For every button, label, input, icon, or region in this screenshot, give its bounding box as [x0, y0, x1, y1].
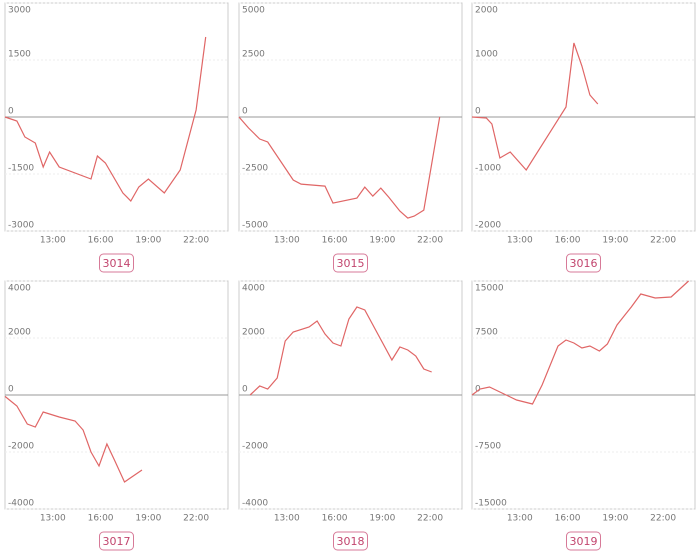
x-tick-label: 19:00: [369, 514, 395, 524]
y-tick-label: 15000: [475, 284, 504, 294]
x-tick-label: 22:00: [417, 236, 443, 246]
y-tick-label: 7500: [475, 328, 498, 338]
y-tick-label: -2500: [242, 164, 268, 174]
x-tick-label: 19:00: [602, 236, 628, 246]
y-tick-label: -1000: [475, 164, 501, 174]
x-tick-label: 13:00: [40, 236, 66, 246]
title-badge: [99, 253, 134, 273]
x-tick-label: 16:00: [322, 236, 348, 246]
x-tick-label: 19:00: [369, 236, 395, 246]
x-tick-label: 16:00: [555, 236, 581, 246]
data-line: [238, 116, 441, 219]
y-tick-label: -3000: [8, 221, 34, 231]
y-tick-label: 2500: [242, 50, 265, 60]
y-tick-label: -2000: [242, 442, 268, 452]
y-tick-label: -5000: [242, 221, 268, 231]
chart-title: 3017: [103, 535, 131, 548]
data-line: [4, 395, 143, 483]
y-tick-label: 4000: [242, 284, 265, 294]
x-tick-label: 16:00: [555, 514, 581, 524]
chart-title: 3018: [337, 535, 365, 548]
y-tick-label: 1000: [475, 50, 498, 60]
title-badge: [99, 531, 134, 551]
y-tick-label: -2000: [8, 442, 34, 452]
data-line: [471, 280, 690, 405]
y-tick-label: 3000: [8, 6, 31, 16]
y-tick-label: 4000: [8, 284, 31, 294]
y-tick-label: 0: [475, 385, 481, 395]
y-tick-label: 0: [8, 107, 14, 117]
y-tick-label: 0: [8, 385, 14, 395]
y-tick-label: -15000: [475, 499, 507, 509]
y-tick-label: -2000: [475, 221, 501, 231]
x-tick-label: 16:00: [322, 514, 348, 524]
y-tick-label: 0: [475, 107, 481, 117]
y-tick-label: 0: [242, 385, 248, 395]
data-line: [4, 36, 207, 202]
x-tick-label: 22:00: [183, 514, 209, 524]
y-tick-label: 2000: [8, 328, 31, 338]
title-badge: [566, 253, 601, 273]
chart-title: 3016: [570, 257, 598, 270]
y-tick-label: 2000: [242, 328, 265, 338]
x-tick-label: 22:00: [417, 514, 443, 524]
data-line: [249, 306, 432, 396]
x-tick-label: 13:00: [507, 514, 533, 524]
x-tick-label: 16:00: [88, 514, 114, 524]
x-tick-label: 22:00: [650, 236, 676, 246]
title-badge: [333, 253, 368, 273]
x-tick-label: 13:00: [274, 514, 300, 524]
data-line: [471, 42, 599, 171]
chart-title: 3019: [570, 535, 598, 548]
chart-title: 3015: [337, 257, 365, 270]
y-tick-label: -1500: [8, 164, 34, 174]
y-tick-label: -4000: [8, 499, 34, 509]
y-tick-label: -4000: [242, 499, 268, 509]
x-tick-label: 13:00: [274, 236, 300, 246]
x-tick-label: 19:00: [602, 514, 628, 524]
x-tick-label: 13:00: [40, 514, 66, 524]
y-tick-label: -7500: [475, 442, 501, 452]
x-tick-label: 16:00: [88, 236, 114, 246]
chart-title: 3014: [103, 257, 131, 270]
y-tick-label: 2000: [475, 6, 498, 16]
x-tick-label: 22:00: [650, 514, 676, 524]
x-tick-label: 19:00: [135, 514, 161, 524]
x-tick-label: 13:00: [507, 236, 533, 246]
x-tick-label: 22:00: [183, 236, 209, 246]
y-tick-label: 1500: [8, 50, 31, 60]
title-badge: [333, 531, 368, 551]
title-badge: [566, 531, 601, 551]
y-tick-label: 5000: [242, 6, 265, 16]
y-tick-label: 0: [242, 107, 248, 117]
x-tick-label: 19:00: [135, 236, 161, 246]
